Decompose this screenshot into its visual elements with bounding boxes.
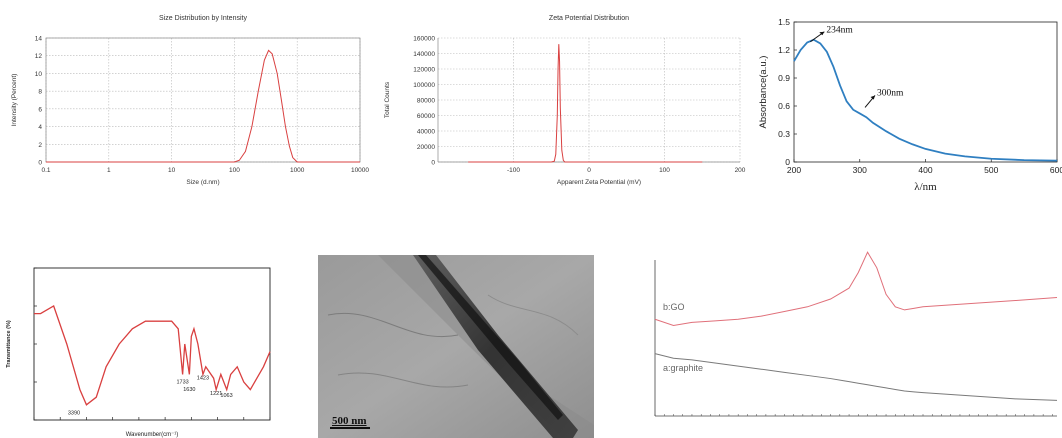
y-tick-label: 0 (431, 160, 435, 167)
y-tick-label: 40000 (417, 129, 435, 136)
x-tick-label: 1 (107, 167, 111, 174)
thermal-analysis-chart: b:GO a:graphite (625, 250, 1062, 438)
plot-frame (45, 37, 361, 163)
x-tick-label: 200 (735, 167, 746, 174)
x-tick-label: 400 (918, 165, 932, 175)
x-tick-label: 200 (787, 165, 801, 175)
x-axis-label: Size (d.nm) (186, 179, 219, 186)
x-tick-label: 0.1 (41, 167, 50, 174)
y-tick-label: 14 (35, 36, 43, 43)
y-tick-label: 0.6 (778, 101, 790, 111)
zeta-potential-svg: Zeta Potential Distribution 0 20000 40000 60… (384, 15, 746, 186)
y-tick-label: 120000 (413, 67, 435, 74)
x-tick-label: 600 (1050, 165, 1062, 175)
y-tick-label: 20000 (417, 144, 435, 151)
x-axis-label: λ/nm (914, 181, 937, 193)
size-distribution-chart: Size Distribution by Intensity 0 2 4 6 8 10 12 1… (0, 0, 370, 190)
series-label-graphite: a:graphite (663, 363, 703, 373)
y-tick-label: 1.5 (778, 17, 790, 27)
y-tick-label: 10 (35, 71, 43, 78)
x-tick-label: 300 (853, 165, 867, 175)
y-axis-label: Transmittance (%) (6, 320, 12, 368)
uv-absorbance-svg: 0 0.3 0.6 0.9 1.2 1.5 200 300 400 500 600 λ/nm Absor… (758, 17, 1062, 193)
series-label-go: b:GO (663, 302, 685, 312)
peak-label: 1221 (210, 391, 222, 397)
y-tick-label: 0 (785, 157, 790, 167)
y-axis-label: Absorbance(a.u.) (758, 56, 769, 129)
uv-absorbance-chart: 0 0.3 0.6 0.9 1.2 1.5 200 300 400 500 600 λ/nm Absor… (752, 0, 1062, 205)
zeta-potential-line (468, 44, 703, 163)
plot-frame (793, 21, 1058, 163)
y-tick-label: 0 (38, 160, 42, 167)
y-tick-label: 160000 (413, 36, 435, 43)
thermal-analysis-svg: b:GO a:graphite (654, 251, 1058, 417)
y-tick-label: 2 (38, 142, 42, 149)
y-tick-label: 100000 (413, 82, 435, 89)
peak-label: 3390 (68, 411, 80, 417)
y-tick-label: 140000 (413, 51, 435, 58)
ftir-svg: Transmittance (%) Wavenumber(cm⁻¹) 3390 173… (6, 267, 271, 438)
tem-image: 500 nm (318, 255, 594, 438)
chart-title: Zeta Potential Distribution (549, 15, 629, 22)
tem-micrograph (318, 255, 594, 438)
y-tick-label: 1.2 (778, 45, 790, 55)
plot-frame (33, 267, 271, 421)
peak-label: 1063 (220, 393, 232, 399)
arrowhead-234nm (819, 31, 825, 36)
y-tick-label: 0.9 (778, 73, 790, 83)
y-tick-label: 80000 (417, 98, 435, 105)
y-tick-label: 12 (35, 53, 43, 60)
peak-label: 1630 (183, 387, 195, 393)
peak-label: 1733 (176, 380, 188, 386)
scale-bar-label: 500 nm (332, 415, 367, 427)
ftir-line (34, 305, 271, 406)
arrowhead-300nm (870, 95, 876, 100)
x-tick-label: 100 (659, 167, 670, 174)
x-tick-label: 500 (984, 165, 998, 175)
y-tick-label: 8 (38, 89, 42, 96)
x-tick-label: -100 (507, 167, 520, 174)
peak-label: 1423 (197, 376, 209, 382)
y-tick-label: 6 (38, 106, 42, 113)
zeta-potential-chart: Zeta Potential Distribution 0 20000 40000 60… (375, 0, 750, 190)
y-axis-label: Intensity (Percent) (11, 74, 18, 127)
annotation-234nm: 234nm (826, 26, 853, 36)
y-tick-label: 4 (38, 124, 42, 131)
series-line-go (654, 251, 1058, 327)
x-tick-label: 10000 (351, 167, 369, 174)
x-tick-label: 0 (587, 167, 591, 174)
x-tick-label: 100 (229, 167, 240, 174)
y-tick-label: 60000 (417, 113, 435, 120)
size-distribution-svg: Size Distribution by Intensity 0 2 4 6 8 10 12 1… (11, 15, 369, 186)
y-axis-label: Total Counts (384, 81, 391, 118)
x-tick-label: 10 (168, 167, 176, 174)
series-line-graphite (654, 353, 1058, 401)
absorbance-line (793, 38, 1058, 162)
x-axis-label: Wavenumber(cm⁻¹) (126, 432, 179, 438)
y-tick-label: 0.3 (778, 129, 790, 139)
x-axis-label: Apparent Zeta Potential (mV) (557, 179, 641, 186)
chart-title: Size Distribution by Intensity (159, 15, 247, 22)
ftir-chart: Transmittance (%) Wavenumber(cm⁻¹) 3390 173… (0, 262, 280, 438)
annotation-300nm: 300nm (877, 88, 904, 98)
size-distribution-line (46, 49, 360, 163)
x-tick-label: 1000 (290, 167, 305, 174)
